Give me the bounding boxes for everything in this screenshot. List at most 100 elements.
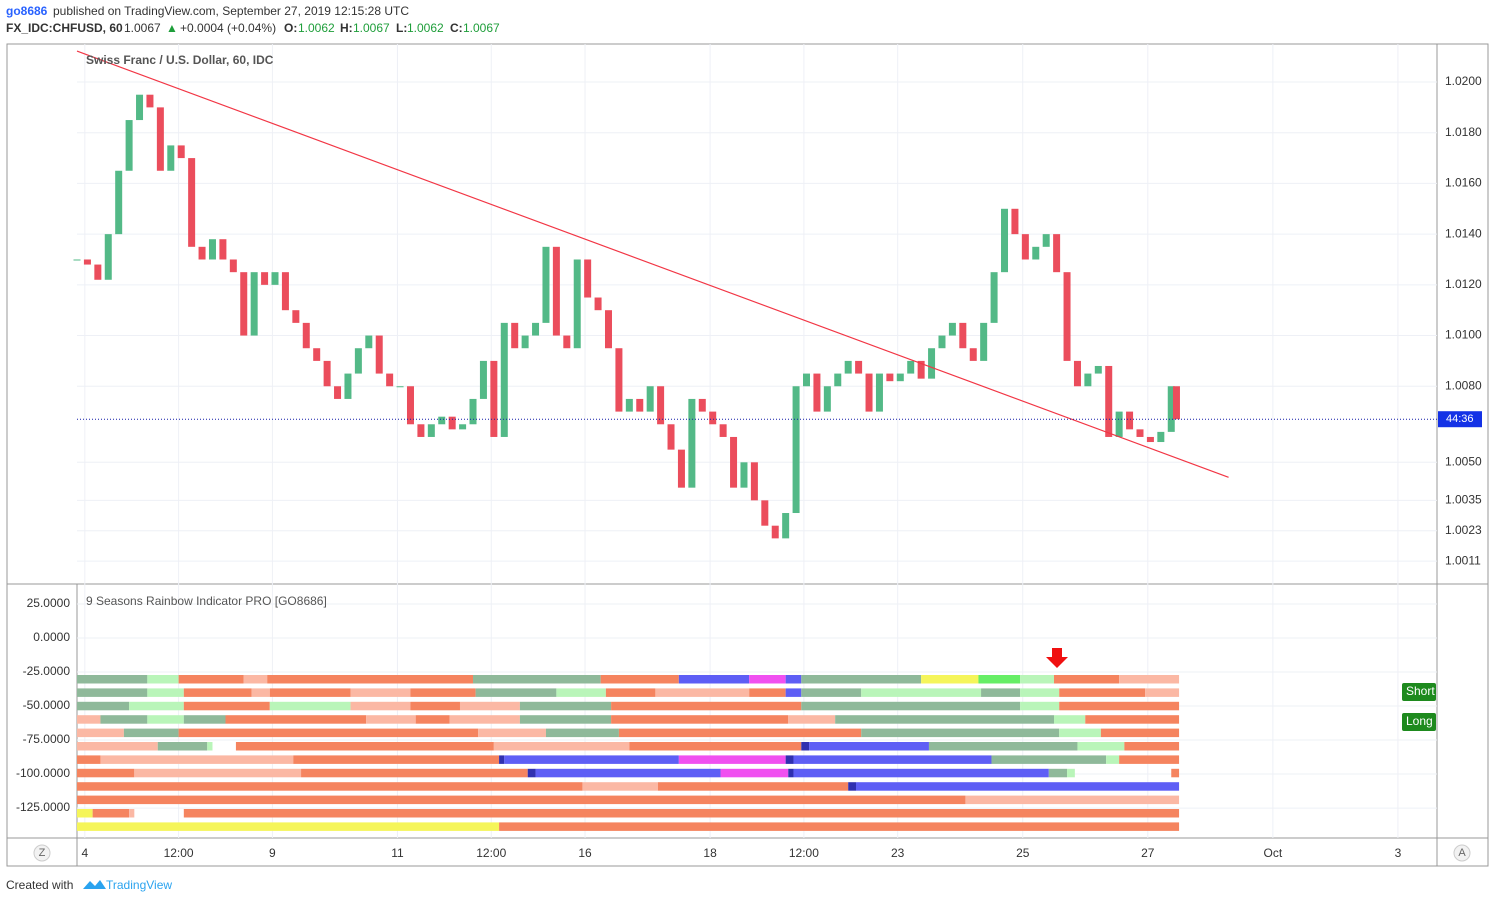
rainbow-segment [749, 675, 786, 684]
candle [1021, 234, 1029, 260]
candle [948, 322, 956, 336]
rainbow-segment [178, 728, 479, 738]
candle [292, 310, 300, 323]
candle [1001, 208, 1009, 273]
candle [1126, 411, 1134, 430]
rainbow-segment [183, 809, 1180, 818]
rainbow-segment [991, 755, 1107, 764]
candle [625, 398, 633, 412]
indicator-title: 9 Seasons Rainbow Indicator PRO [GO8686] [86, 594, 327, 608]
x-tick-label: 12:00 [476, 846, 506, 860]
x-tick-label: 18 [703, 846, 717, 860]
rainbow-segment [366, 715, 416, 724]
rainbow-segment [207, 742, 213, 751]
rainbow-segment [301, 768, 528, 778]
rainbow-segment [1100, 728, 1180, 738]
candle [511, 322, 519, 349]
y-tick-label: -75.0000 [23, 732, 71, 746]
marks [73, 50, 1437, 831]
rainbow-segment [243, 675, 268, 684]
candle [677, 449, 685, 488]
rainbow-segment [928, 742, 1078, 751]
rainbow-segment [77, 728, 124, 738]
signal-box [1402, 713, 1436, 731]
rainbow-segment [499, 822, 1180, 831]
rainbow-segment [129, 701, 184, 711]
x-tick-label: 9 [269, 846, 276, 860]
rainbow-segment [1048, 768, 1068, 778]
candle [469, 398, 477, 425]
candle [177, 145, 185, 159]
rainbow-segment [77, 782, 583, 791]
rainbow-segment [1085, 715, 1180, 724]
rainbow-segment [618, 728, 862, 738]
rainbow-segment [449, 715, 520, 724]
scale-button[interactable] [33, 844, 51, 862]
candle [417, 424, 425, 437]
candle [1011, 208, 1019, 235]
y-tick-label: -125.0000 [16, 800, 70, 814]
author[interactable]: go8686 [6, 4, 48, 18]
rainbow-segment [611, 701, 802, 711]
rainbow-segment [861, 728, 1060, 738]
footer-brand[interactable]: TradingView [106, 878, 172, 892]
rainbow-segment [801, 675, 922, 684]
candle [375, 335, 383, 374]
y-tick-label: 1.0100 [1445, 328, 1482, 342]
candle [980, 322, 988, 361]
candle [1063, 272, 1071, 361]
rainbow-segment [556, 688, 606, 697]
candle [490, 360, 498, 437]
candle [1146, 436, 1154, 443]
rainbow-segment [147, 715, 184, 724]
candle [208, 239, 216, 260]
footer-text: Created with [6, 878, 73, 892]
rainbow-segment [77, 701, 130, 711]
candle [1105, 365, 1113, 437]
scale-button-label[interactable]: Z [39, 847, 46, 859]
rainbow-segment [978, 675, 1021, 684]
candle [969, 348, 977, 361]
rainbow-segment [1020, 675, 1055, 684]
candle [198, 246, 206, 260]
y-tick-label: 1.0023 [1445, 523, 1482, 537]
candle [844, 360, 852, 374]
candle [250, 272, 258, 336]
rainbow-segment [809, 742, 929, 751]
candle [261, 272, 269, 285]
rainbow-segment [77, 768, 135, 778]
x-tick-label: Oct [1264, 846, 1283, 860]
candle [865, 373, 873, 412]
pane-title: Swiss Franc / U.S. Dollar, 60, IDC [86, 53, 274, 67]
scale-button[interactable] [1453, 844, 1471, 862]
open-label: O: [284, 21, 297, 35]
rainbow-segment [1106, 755, 1120, 764]
rainbow-segment [77, 755, 101, 764]
candle [698, 398, 706, 412]
rainbow-segment [785, 755, 794, 764]
rainbow-segment [410, 701, 460, 711]
candle [1136, 429, 1144, 437]
x-tick-label: 12:00 [164, 846, 194, 860]
candle [552, 246, 560, 336]
y-tick-label: -100.0000 [16, 766, 70, 780]
candle [959, 322, 967, 349]
candle [104, 234, 112, 280]
rainbow-segment [535, 768, 721, 778]
rainbow-segment [129, 809, 135, 818]
scale-button-label[interactable]: A [1458, 847, 1466, 859]
rainbow-segment [785, 675, 802, 684]
candle [334, 386, 342, 399]
rainbow-segment [475, 688, 557, 697]
candle [354, 348, 362, 374]
y-tick-label: 1.0160 [1445, 176, 1482, 190]
candle [907, 360, 915, 374]
rainbow-segment [848, 782, 857, 791]
last-price: 1.0067 [124, 21, 161, 35]
rainbow-segment [1020, 688, 1060, 697]
candle [125, 120, 133, 171]
candle [740, 462, 748, 488]
candle [813, 373, 821, 412]
high-label: H: [340, 21, 353, 35]
